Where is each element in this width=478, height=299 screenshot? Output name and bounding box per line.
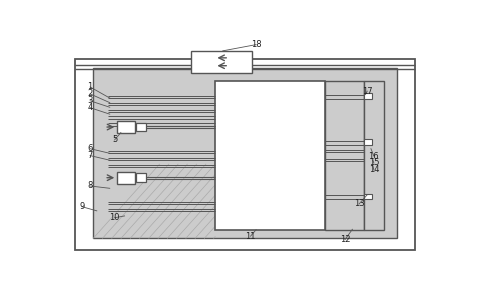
Bar: [136, 173, 146, 182]
Text: 4: 4: [87, 103, 93, 112]
Text: 7: 7: [87, 151, 93, 160]
Text: 2: 2: [87, 89, 93, 98]
Text: 15: 15: [369, 158, 379, 167]
Text: 1: 1: [87, 83, 93, 91]
Bar: [117, 121, 135, 133]
Text: 9: 9: [79, 202, 85, 211]
Text: 3: 3: [87, 96, 93, 105]
Bar: [191, 51, 252, 73]
Text: 18: 18: [251, 40, 261, 49]
Text: 12: 12: [340, 235, 350, 244]
Bar: [363, 193, 372, 199]
Bar: [136, 123, 146, 132]
Bar: [363, 93, 372, 98]
Bar: [363, 139, 372, 144]
Text: 14: 14: [369, 165, 379, 174]
Bar: [75, 59, 415, 250]
Bar: [215, 81, 325, 231]
Text: 5: 5: [112, 135, 117, 144]
Text: 17: 17: [362, 87, 372, 96]
Bar: [363, 81, 384, 231]
Text: 11: 11: [245, 232, 256, 241]
Text: 16: 16: [369, 152, 379, 161]
Bar: [325, 81, 363, 231]
Text: 8: 8: [87, 181, 93, 190]
Bar: [93, 68, 397, 239]
Text: 10: 10: [109, 213, 120, 222]
Bar: [117, 172, 135, 184]
Text: 13: 13: [354, 199, 364, 208]
Text: 6: 6: [87, 144, 93, 153]
